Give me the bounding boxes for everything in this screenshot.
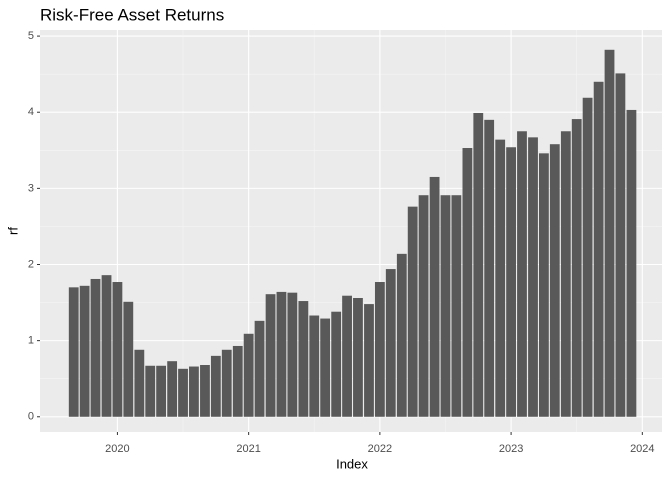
- bar: [571, 119, 582, 417]
- bar: [495, 139, 506, 417]
- bar: [145, 365, 156, 417]
- bar: [221, 349, 232, 417]
- bar: [506, 147, 516, 417]
- bar: [320, 318, 331, 417]
- x-axis-label: Index: [336, 456, 368, 471]
- bar: [200, 365, 210, 417]
- y-tick-label: 0: [28, 411, 34, 423]
- bar: [462, 148, 473, 417]
- y-tick-label: 2: [28, 258, 34, 270]
- x-tick-label: 2021: [236, 443, 260, 455]
- x-tick-label: 2024: [630, 443, 654, 455]
- bar: [364, 304, 374, 417]
- bar: [331, 311, 342, 417]
- bar: [484, 119, 495, 417]
- bar: [353, 298, 363, 417]
- bar: [440, 195, 451, 417]
- bar: [232, 345, 243, 417]
- bar: [178, 368, 188, 417]
- bar: [243, 333, 254, 417]
- bar: [549, 144, 560, 417]
- bar: [560, 131, 571, 417]
- bar: [123, 301, 134, 417]
- y-tick-label: 4: [28, 106, 34, 118]
- bar: [407, 206, 418, 417]
- bar: [374, 282, 385, 417]
- bar: [429, 176, 440, 417]
- bar: [112, 282, 123, 417]
- y-tick-label: 5: [28, 30, 34, 42]
- bar: [90, 278, 101, 417]
- x-tick-label: 2023: [499, 443, 523, 455]
- x-tick-label: 2022: [368, 443, 392, 455]
- y-axis-label: rf: [5, 227, 20, 235]
- bar: [79, 285, 90, 417]
- bar: [517, 131, 527, 417]
- bar: [210, 355, 221, 417]
- bar: [593, 81, 604, 417]
- chart-title: Risk-Free Asset Returns: [40, 5, 224, 24]
- bar: [473, 112, 484, 417]
- bar: [626, 109, 637, 417]
- bar: [615, 73, 626, 417]
- bar: [101, 275, 112, 417]
- bar: [68, 287, 79, 417]
- bar: [451, 195, 462, 417]
- bar: [134, 349, 145, 417]
- bar: [254, 320, 265, 417]
- bar: [189, 366, 199, 417]
- y-tick-label: 3: [28, 182, 34, 194]
- bar: [396, 253, 407, 417]
- bar: [287, 292, 298, 417]
- bar: [342, 295, 352, 417]
- bar: [385, 269, 396, 417]
- bar: [418, 195, 429, 417]
- bar: [309, 315, 320, 417]
- bar: [156, 365, 167, 417]
- bar: [265, 294, 276, 417]
- bar: [298, 301, 309, 417]
- bar: [167, 361, 178, 417]
- bar: [538, 153, 549, 417]
- x-tick-label: 2020: [105, 443, 129, 455]
- y-tick-label: 1: [28, 335, 34, 347]
- bar: [604, 49, 615, 417]
- bar: [528, 137, 538, 417]
- bar: [582, 97, 593, 417]
- bar: [276, 291, 287, 417]
